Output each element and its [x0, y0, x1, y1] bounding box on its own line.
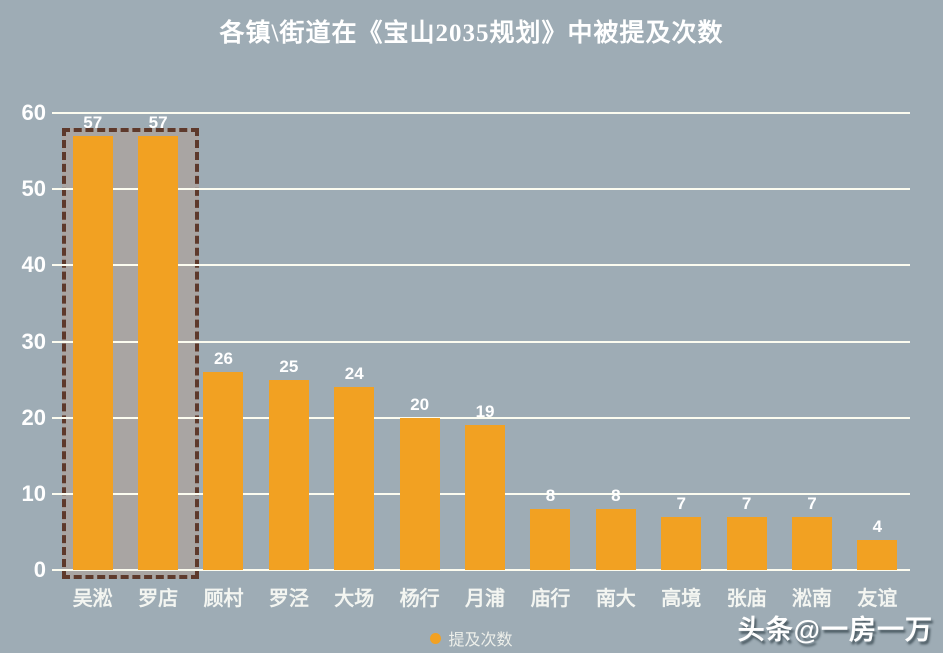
- bar-value-label: 57: [83, 113, 103, 132]
- x-axis-label: 大场: [334, 588, 375, 610]
- bar: [72, 136, 113, 570]
- legend-label: 提及次数: [448, 632, 513, 649]
- y-tick-label: 0: [33, 557, 46, 582]
- x-axis-label: 月浦: [465, 588, 506, 610]
- x-axis: 吴淞 罗店 顾村 罗泾 大场 杨行 月浦 庙行 南大 高境 张庙 淞南 友谊: [60, 582, 910, 611]
- bar-slot-南大: 8: [583, 113, 648, 570]
- gridline-0: [52, 569, 910, 571]
- bar-value-label: 57: [148, 113, 168, 132]
- bar: [661, 516, 702, 570]
- bar: [399, 417, 440, 570]
- x-axis-label: 吴淞: [72, 588, 113, 610]
- gridline-40: [52, 264, 910, 267]
- bar-value-label: 20: [410, 394, 430, 414]
- bar-slot-吴淞: 57: [60, 113, 125, 570]
- x-axis-label: 南大: [595, 588, 636, 610]
- bar-slot-顾村: 26: [191, 113, 256, 570]
- bar-value-label: 8: [545, 486, 556, 506]
- bar: [791, 516, 832, 570]
- bar-value-label: 7: [676, 493, 686, 513]
- y-tick-label: 40: [21, 252, 46, 278]
- gridline-50: [52, 188, 910, 191]
- legend-marker-dot: [430, 632, 442, 644]
- x-axis-label: 罗店: [138, 588, 179, 610]
- gridline-60: [52, 112, 910, 114]
- gridline-30: [52, 340, 910, 343]
- x-axis-label: 淞南: [791, 588, 832, 610]
- y-tick-label: 50: [21, 176, 46, 202]
- bar-value-label: 4: [872, 516, 883, 536]
- y-tick-label: 60: [21, 100, 46, 125]
- bar-slot-杨行: 20: [387, 113, 452, 570]
- chart-title: 各镇\街道在《宝山2035规划》中被提及次数: [219, 20, 724, 47]
- bar-slot-罗店: 57: [125, 113, 190, 570]
- bar: [138, 136, 179, 570]
- bar-value-label: 7: [741, 493, 752, 513]
- bar-value-label: 25: [279, 356, 299, 376]
- bar: [203, 371, 244, 570]
- bar-slot-大场: 24: [322, 113, 387, 570]
- bar-slot-月浦: 19: [452, 113, 517, 570]
- plot-area: 57 57 26 25 24 20 19 8 8 7 7 7 4: [52, 112, 910, 579]
- bar: [857, 539, 898, 570]
- bar-slot-罗泾: 25: [256, 113, 321, 570]
- legend: 提及次数: [0, 626, 943, 650]
- bar: [268, 379, 309, 570]
- bar-series: 57 57 26 25 24 20 19 8 8 7 7 7 4: [60, 113, 910, 570]
- gridline-20: [52, 416, 910, 419]
- bar-slot-张庙: 7: [714, 113, 779, 570]
- x-axis-label: 杨行: [399, 588, 440, 610]
- y-tick-label: 30: [21, 328, 46, 354]
- x-axis-label: 张庙: [726, 588, 767, 610]
- y-tick-label: 20: [21, 404, 46, 430]
- bar-value-label: 8: [611, 486, 621, 506]
- bar-value-label: 19: [475, 402, 495, 422]
- bar-value-label: 26: [214, 348, 233, 368]
- y-axis: 0 10 20 30 40 50 60: [0, 100, 46, 582]
- bar: [334, 387, 375, 570]
- bar: [595, 509, 636, 570]
- bar-slot-高境: 7: [649, 113, 714, 570]
- x-axis-label: 高境: [661, 588, 702, 610]
- x-axis-label: 友谊: [857, 588, 898, 610]
- y-tick-label: 10: [21, 480, 46, 506]
- bar-slot-淞南: 7: [779, 113, 844, 570]
- bar: [465, 425, 506, 570]
- bar-value-label: 24: [344, 364, 364, 384]
- x-axis-label: 庙行: [530, 588, 571, 610]
- bar-slot-友谊: 4: [845, 113, 910, 570]
- x-axis-label: 顾村: [203, 588, 244, 610]
- bar-value-label: 7: [807, 493, 817, 513]
- bar: [726, 516, 767, 570]
- x-axis-label: 罗泾: [268, 588, 309, 610]
- watermark: 头条@一房一万: [737, 615, 933, 645]
- bar: [530, 509, 571, 570]
- bar-slot-庙行: 8: [518, 113, 583, 570]
